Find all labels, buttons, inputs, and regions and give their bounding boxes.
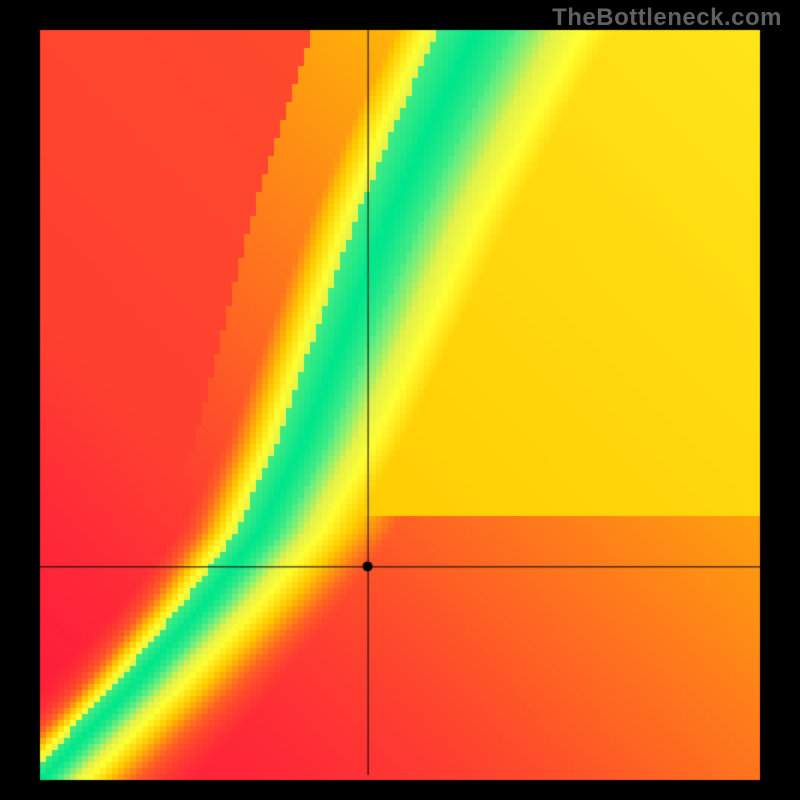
watermark-text: TheBottleneck.com	[552, 4, 782, 32]
chart-container: TheBottleneck.com	[0, 0, 800, 800]
heatmap-canvas	[0, 0, 800, 800]
